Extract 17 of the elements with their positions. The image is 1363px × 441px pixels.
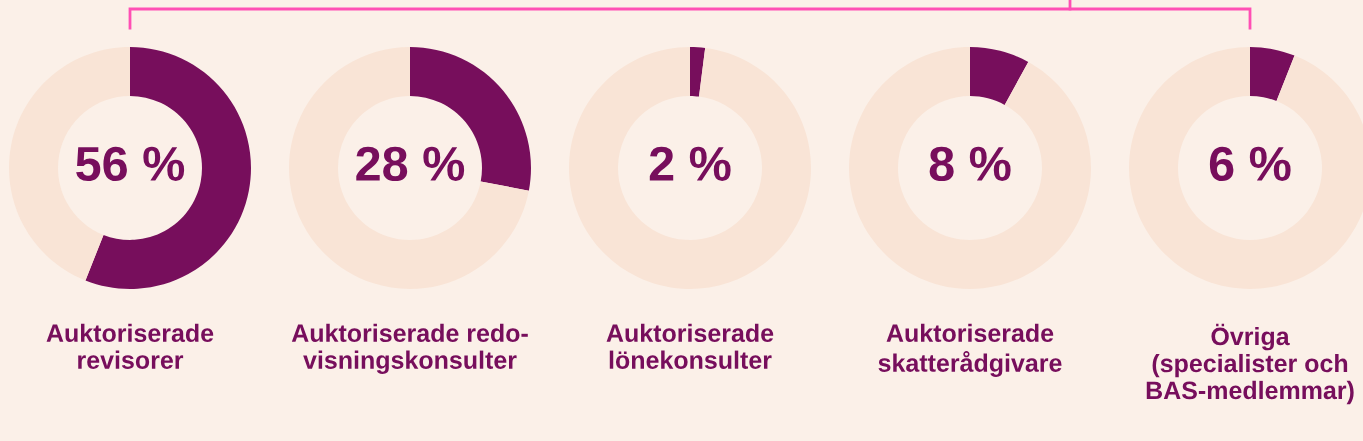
text: Auktoriserade revisorer [46, 323, 214, 369]
text: Auktoriserade redo- visningskonsulter [291, 323, 528, 375]
donut-slice [569, 47, 811, 289]
donut-slice [410, 47, 531, 191]
donut-slice [690, 47, 706, 97]
data-label: 6 % [1209, 146, 1291, 182]
text: Övriga (specialister och BAS-medlemmar) [1146, 323, 1354, 405]
text: Auktoriserade skatterådgivare [878, 323, 1062, 377]
data-label: 28 % [356, 146, 465, 182]
donut-slice [9, 47, 130, 281]
data-label: 8 % [929, 146, 1011, 182]
donut-slice [849, 47, 1091, 289]
donut-slice [289, 47, 529, 289]
donut-slice [970, 47, 1029, 105]
data-label: 2 % [649, 146, 731, 181]
text: Auktoriserade lönekonsulter [606, 323, 774, 369]
data-label: 56 % [76, 146, 185, 182]
